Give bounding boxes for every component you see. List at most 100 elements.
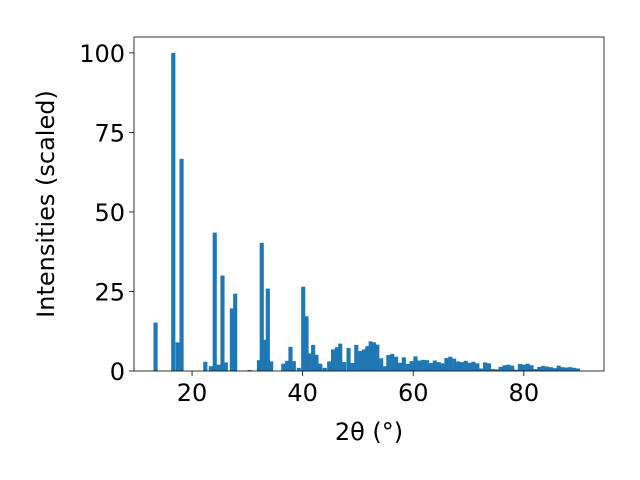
bar <box>346 348 351 371</box>
x-tick-label: 40 <box>287 379 318 407</box>
x-tick-label: 60 <box>398 379 429 407</box>
bar <box>529 365 534 371</box>
bar <box>256 360 262 371</box>
bar <box>436 362 441 371</box>
bar <box>432 360 437 371</box>
bar <box>521 364 526 371</box>
bar <box>409 361 414 371</box>
bar <box>552 368 557 371</box>
y-axis-label: Intensities (scaled) <box>32 90 60 318</box>
bar <box>291 361 296 371</box>
bar <box>467 362 472 371</box>
y-tick-label: 50 <box>94 199 125 227</box>
bar <box>334 347 340 371</box>
bar <box>220 275 225 371</box>
x-axis-ticks: 20 40 60 80 <box>177 371 539 407</box>
bar <box>560 367 565 371</box>
bar <box>575 368 581 371</box>
bar <box>342 362 347 371</box>
bar <box>327 361 332 371</box>
bar <box>424 360 430 371</box>
bar <box>382 366 387 371</box>
y-axis-ticks: 0 25 50 75 100 <box>79 40 134 386</box>
bar <box>452 358 457 371</box>
bar <box>397 362 403 371</box>
bar <box>390 353 395 371</box>
bar <box>216 364 221 371</box>
bar <box>304 316 309 371</box>
bar <box>564 367 569 371</box>
bar <box>556 365 561 371</box>
bar <box>386 355 391 371</box>
bar <box>568 367 573 371</box>
bar <box>428 363 434 371</box>
bar <box>494 369 499 371</box>
bar <box>365 346 370 371</box>
bar <box>479 368 484 371</box>
bar <box>548 367 553 371</box>
bar <box>301 286 306 371</box>
bar <box>288 346 293 371</box>
bar <box>311 344 316 371</box>
x-tick-label: 20 <box>177 379 208 407</box>
bar <box>179 158 184 371</box>
bar <box>537 366 542 371</box>
bar <box>475 363 480 371</box>
bar <box>572 367 577 371</box>
bar <box>517 364 523 371</box>
bar <box>444 357 449 371</box>
bar <box>506 364 511 371</box>
bar <box>375 344 380 371</box>
bar <box>371 342 377 371</box>
bar-series <box>153 52 581 372</box>
bar <box>525 363 530 371</box>
bar <box>486 363 492 371</box>
plot-frame <box>133 36 605 372</box>
bar <box>471 361 476 371</box>
bar <box>318 363 323 371</box>
bar <box>296 367 301 371</box>
bar <box>285 360 290 371</box>
bar <box>514 369 519 371</box>
bar <box>354 344 359 371</box>
bar <box>338 343 343 371</box>
bar <box>281 363 286 371</box>
bar <box>533 369 538 371</box>
bar <box>361 349 367 371</box>
bar <box>421 359 426 371</box>
bar <box>208 366 213 371</box>
x-axis-label: 2θ (°) <box>335 418 403 446</box>
bar <box>330 349 336 371</box>
bar <box>413 356 418 371</box>
y-tick-label: 75 <box>94 119 125 147</box>
y-tick-label: 25 <box>94 278 125 306</box>
bar <box>490 369 495 371</box>
bar <box>322 367 327 371</box>
bar <box>483 362 488 371</box>
bar <box>455 361 461 371</box>
bar <box>379 358 384 371</box>
bar <box>314 354 319 371</box>
bar <box>247 370 252 371</box>
bar <box>448 356 453 371</box>
bar <box>269 361 274 371</box>
bar <box>223 362 228 371</box>
y-tick-label: 100 <box>79 40 125 68</box>
bar <box>417 360 422 371</box>
bar <box>265 288 270 371</box>
bar <box>350 363 355 371</box>
bar <box>502 365 507 371</box>
bar <box>262 339 268 371</box>
bar <box>171 52 176 372</box>
bar <box>307 353 312 371</box>
bar <box>233 293 238 371</box>
bar <box>463 360 468 371</box>
bar <box>175 342 180 371</box>
bar <box>259 242 264 371</box>
bar <box>368 341 373 371</box>
bar <box>401 357 406 371</box>
bar <box>459 362 464 371</box>
bar <box>358 350 363 371</box>
